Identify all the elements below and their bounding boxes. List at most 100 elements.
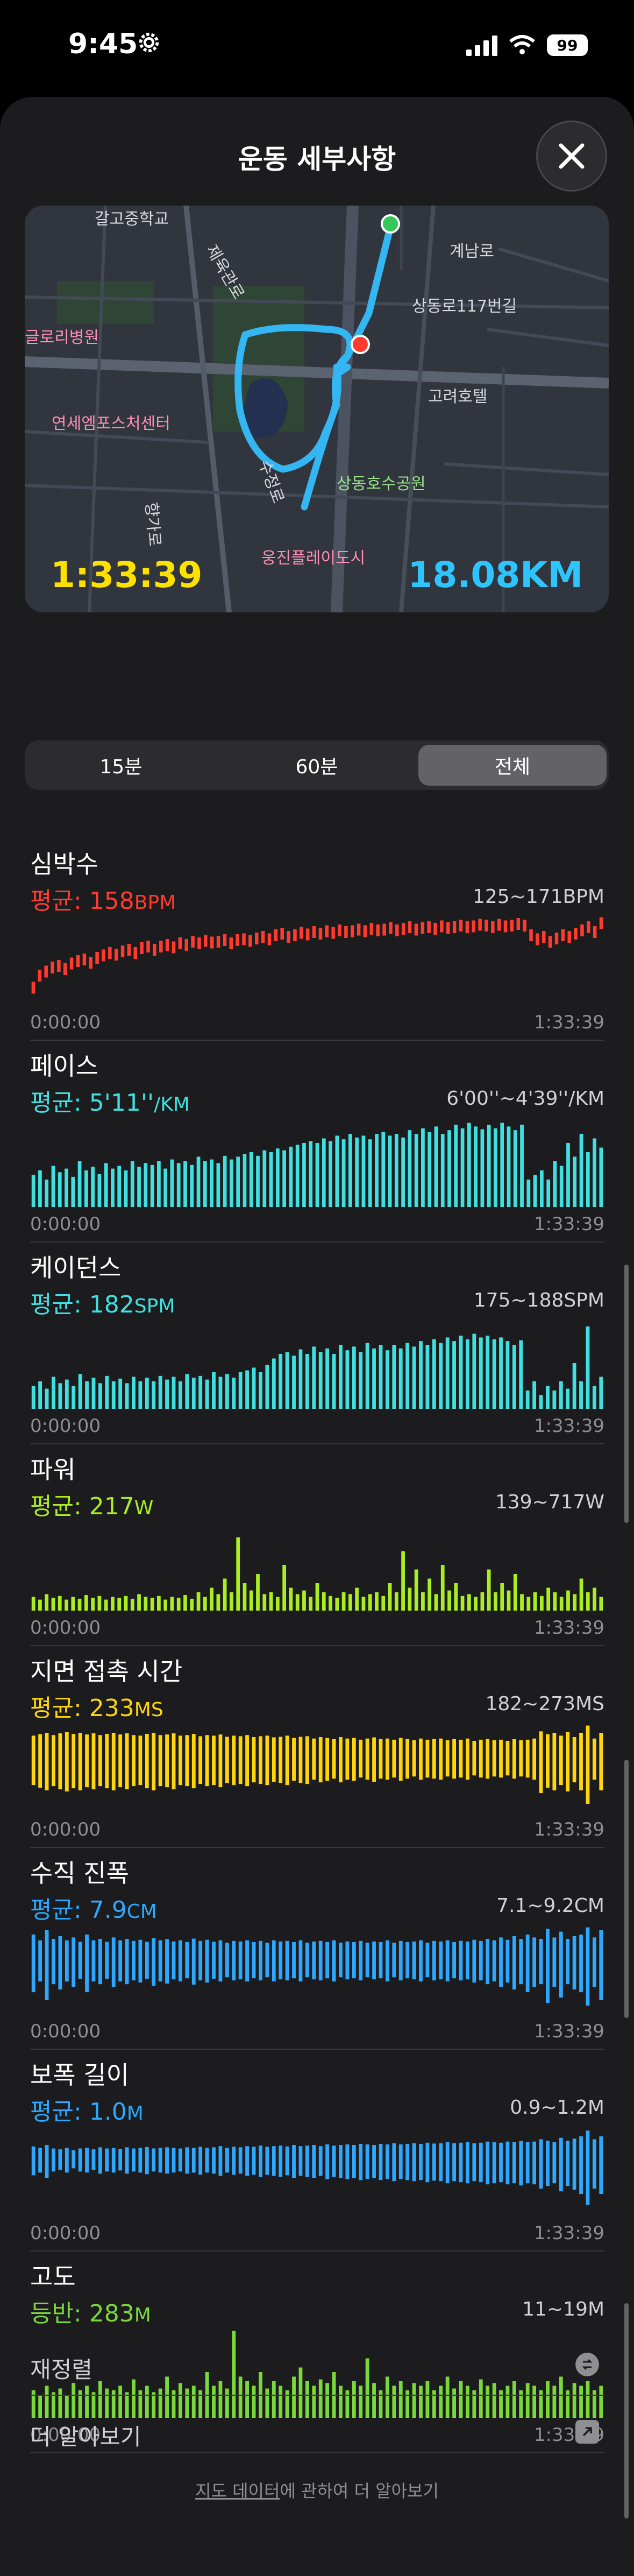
map-label: 연세엠포스처센터 <box>52 414 170 433</box>
segment-60min[interactable]: 60분 <box>295 756 338 778</box>
chart-bar <box>539 1395 543 1409</box>
chart-bar <box>163 1168 168 1207</box>
chart-bar <box>338 924 341 936</box>
chart-bar <box>165 2147 169 2174</box>
chart-bar <box>339 1943 343 1978</box>
chart-bar <box>65 1732 69 1792</box>
chart-bar <box>525 1391 530 1409</box>
chart-bar <box>599 1147 603 1207</box>
chart-bar <box>71 1597 75 1611</box>
metric-range: 11~19M <box>522 2298 604 2320</box>
chart-bar <box>95 952 99 964</box>
chart-bar <box>573 1594 577 1611</box>
scrollbar[interactable] <box>624 1265 629 1523</box>
chart-bar <box>117 1166 122 1207</box>
metric-section[interactable]: 페이스 평균: 5'11''/KM 6'00''~4'39''/KM 0:00:00 1… <box>30 1047 604 1246</box>
chart-bar <box>520 1594 524 1611</box>
chart-bar <box>238 1941 243 1980</box>
chart-bar <box>398 2381 403 2418</box>
chart-bar <box>499 2390 503 2418</box>
chart-bar <box>152 1381 156 1409</box>
chart-bar <box>256 1574 260 1611</box>
metric-title: 심박수 <box>30 850 98 879</box>
chart-bar <box>345 1941 350 1980</box>
metric-chart <box>31 1725 603 1804</box>
chart-bar <box>275 1148 280 1207</box>
chart-bar <box>381 1596 386 1611</box>
chart-bar <box>559 1931 563 1998</box>
chart-bar <box>472 920 475 933</box>
chart-bar <box>91 2149 96 2170</box>
chart-bar <box>428 1132 432 1207</box>
learn-more-button[interactable]: 더 알아보기 <box>30 2397 604 2462</box>
route-map[interactable]: 갈고중학교 제육관로 계남로 상동로117번길 글로리병원 연세엠포스처센터 고… <box>25 206 609 612</box>
chart-bar <box>191 1938 196 1985</box>
metric-section[interactable]: 심박수 평균: 158BPM 125~171BPM 0:00:00 1:33:39 <box>30 845 604 1044</box>
chart-bar <box>414 1134 418 1207</box>
chart-bar <box>599 1597 603 1611</box>
chart-bar <box>196 1592 201 1611</box>
chart-bar <box>355 1137 359 1207</box>
chart-bar <box>332 1354 336 1409</box>
metric-section[interactable]: 보폭 길이 평균: 1.0M 0.9~1.2M 0:00:00 1:33:39 <box>30 2056 604 2255</box>
map-data-link[interactable]: 지도 데이터 <box>195 2481 280 2501</box>
chart-bar <box>359 1739 363 1778</box>
chart-bar <box>532 1738 537 1780</box>
chart-bar <box>104 1163 108 1207</box>
chart-bar <box>196 1156 201 1207</box>
metric-average-unit: BPM <box>134 892 176 914</box>
metric-section[interactable]: 수직 진폭 평균: 7.9CM 7.1~9.2CM 0:00:00 1:33:39 <box>30 1854 604 2053</box>
chart-bar <box>309 1597 313 1611</box>
chart-bar <box>65 1940 69 1982</box>
chart-bar <box>198 1736 203 1784</box>
chart-bar <box>572 1936 576 1990</box>
chart-bar <box>269 1592 273 1611</box>
chart-bar <box>230 1592 233 1611</box>
metric-section[interactable]: 지면 접촉 시간 평균: 233MS 182~273MS 0:00:00 1:33:39 <box>30 1652 604 1851</box>
chart-bar <box>130 1598 134 1611</box>
chart-bar <box>65 1599 68 1611</box>
segment-all[interactable]: 전체 <box>418 745 607 786</box>
chart-bar <box>539 1939 543 1985</box>
metric-title: 파워 <box>30 1455 76 1484</box>
metric-section[interactable]: 케이던스 평균: 182SPM 175~188SPM 0:00:00 1:33:39 <box>30 1248 604 1448</box>
scrollbar[interactable] <box>624 2303 629 2518</box>
chart-bar <box>446 922 450 934</box>
chart-bar <box>513 1130 517 1207</box>
chart-bar <box>318 2146 323 2176</box>
metric-title: 수직 진폭 <box>30 1859 129 1888</box>
chart-bar <box>341 1139 346 1207</box>
chart-bar <box>513 1574 517 1611</box>
chart-bar <box>572 2139 576 2190</box>
metric-section[interactable]: 고도 등반: 283M 11~19M 0:00:00 1:33:39 <box>30 2257 604 2457</box>
chart-bar <box>150 1598 154 1611</box>
chart-bar <box>525 2383 530 2418</box>
divider <box>30 2049 604 2050</box>
chart-bar <box>351 925 354 937</box>
chart-bar <box>312 926 316 938</box>
chart-bar <box>91 2392 96 2418</box>
scrollbar[interactable] <box>624 1760 629 2018</box>
chart-bar <box>72 1386 76 1409</box>
chart-bar <box>325 1738 330 1781</box>
chart-bar <box>439 1738 443 1780</box>
reorder-button[interactable]: 재정렬 <box>30 2330 604 2395</box>
chart-bar <box>421 1128 425 1207</box>
close-button[interactable] <box>536 121 607 192</box>
metric-section[interactable]: 파워 평균: 217W 139~717W 0:00:00 1:33:39 <box>30 1450 604 1649</box>
chart-bar <box>91 1598 95 1611</box>
chart-bar <box>365 1738 369 1780</box>
chart-bar <box>352 2145 356 2178</box>
chart-bar <box>198 1940 203 1981</box>
chart-bar <box>198 1375 203 1409</box>
close-icon <box>559 143 585 169</box>
chart-bar <box>158 2388 162 2418</box>
chart-bar <box>573 1156 577 1207</box>
segment-15min[interactable]: 15분 <box>99 756 143 778</box>
chart-bar <box>421 1592 425 1611</box>
metric-average-unit: SPM <box>134 1295 175 1317</box>
chart-bar <box>466 2142 469 2184</box>
chart-bar <box>485 920 488 931</box>
divider <box>30 2452 604 2453</box>
metric-average-value: 158 <box>89 887 134 915</box>
